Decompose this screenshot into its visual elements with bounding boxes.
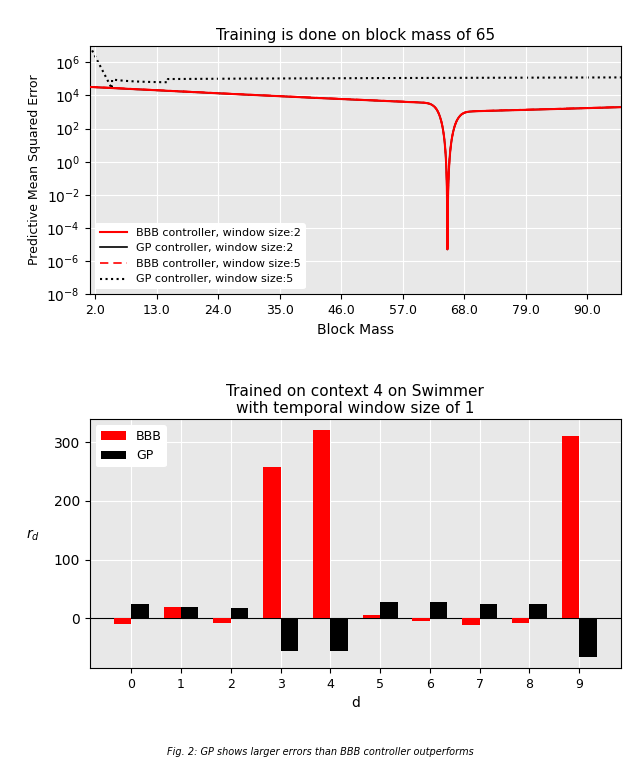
X-axis label: Block Mass: Block Mass — [317, 323, 394, 337]
Bar — [181, 606, 198, 619]
BBB controller, window size:5 — [312, 93, 320, 102]
BBB controller, window size:2 — [550, 105, 557, 114]
GP controller, window size:5 — [86, 41, 93, 50]
Bar — [363, 616, 380, 619]
Line: BBB controller, window size:5: BBB controller, window size:5 — [90, 87, 621, 249]
GP controller, window size:5 — [313, 74, 321, 83]
Bar — [479, 603, 497, 619]
GP controller, window size:5 — [617, 73, 625, 82]
BBB controller, window size:2 — [607, 103, 614, 112]
Bar — [529, 603, 547, 619]
GP controller, window size:2 — [86, 82, 93, 91]
Bar — [280, 619, 298, 650]
BBB controller, window size:5 — [289, 92, 297, 101]
Legend: BBB, GP: BBB, GP — [96, 425, 167, 468]
GP controller, window size:5 — [108, 84, 116, 93]
Bar — [579, 619, 596, 657]
Y-axis label: $r_d$: $r_d$ — [26, 528, 40, 543]
Bar — [114, 619, 131, 624]
Line: GP controller, window size:5: GP controller, window size:5 — [90, 46, 621, 89]
GP controller, window size:2 — [607, 103, 614, 112]
BBB controller, window size:5 — [147, 85, 154, 94]
Bar — [430, 602, 447, 619]
GP controller, window size:2 — [617, 102, 625, 112]
X-axis label: d: d — [351, 696, 360, 710]
GP controller, window size:2 — [289, 93, 297, 102]
BBB controller, window size:2 — [289, 93, 297, 102]
BBB controller, window size:2 — [444, 245, 451, 254]
BBB controller, window size:2 — [312, 93, 320, 102]
Text: Fig. 2: GP shows larger errors than BBB controller outperforms: Fig. 2: GP shows larger errors than BBB … — [166, 747, 474, 757]
Bar — [412, 619, 430, 621]
BBB controller, window size:5 — [444, 244, 451, 254]
Bar — [462, 619, 479, 625]
Bar — [263, 467, 280, 619]
Bar — [313, 430, 330, 619]
Line: BBB controller, window size:2: BBB controller, window size:2 — [90, 87, 621, 250]
Bar — [330, 619, 348, 650]
GP controller, window size:2 — [147, 86, 154, 95]
Bar — [164, 606, 181, 619]
BBB controller, window size:2 — [86, 83, 93, 92]
Bar — [213, 619, 231, 623]
BBB controller, window size:2 — [617, 102, 625, 112]
Legend: BBB controller, window size:2, GP controller, window size:2, BBB controller, win: BBB controller, window size:2, GP contro… — [95, 223, 305, 289]
BBB controller, window size:5 — [617, 102, 625, 112]
Bar — [380, 602, 397, 619]
Bar — [131, 603, 148, 619]
GP controller, window size:5 — [550, 73, 557, 82]
GP controller, window size:5 — [290, 74, 298, 83]
BBB controller, window size:2 — [178, 87, 186, 96]
Bar — [512, 619, 529, 623]
GP controller, window size:2 — [550, 105, 557, 114]
BBB controller, window size:5 — [550, 104, 557, 113]
BBB controller, window size:5 — [607, 102, 614, 112]
Y-axis label: Predictive Mean Squared Error: Predictive Mean Squared Error — [28, 74, 41, 266]
Bar — [562, 436, 579, 619]
Title: Training is done on block mass of 65: Training is done on block mass of 65 — [216, 28, 495, 43]
GP controller, window size:2 — [178, 87, 186, 96]
GP controller, window size:5 — [178, 74, 186, 83]
GP controller, window size:2 — [444, 245, 451, 254]
GP controller, window size:5 — [607, 73, 614, 82]
BBB controller, window size:2 — [147, 86, 154, 95]
Line: GP controller, window size:2: GP controller, window size:2 — [90, 87, 621, 250]
Bar — [231, 608, 248, 619]
Title: Trained on context 4 on Swimmer
with temporal window size of 1: Trained on context 4 on Swimmer with tem… — [227, 384, 484, 417]
BBB controller, window size:5 — [178, 87, 186, 96]
GP controller, window size:5 — [147, 77, 154, 87]
BBB controller, window size:5 — [86, 82, 93, 91]
GP controller, window size:2 — [312, 93, 320, 102]
